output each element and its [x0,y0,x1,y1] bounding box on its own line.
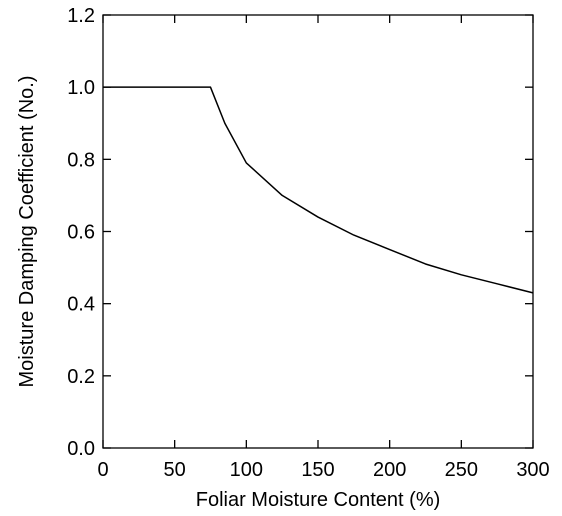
y-axis-ticks: 0.0 0.2 0.4 0.6 0.8 1.0 1.2 [67,5,533,460]
x-axis-ticks: 0 50 100 150 200 250 300 [97,15,550,481]
x-tick-label: 100 [230,459,263,481]
x-tick-label: 300 [516,459,549,481]
y-tick-label: 1.2 [67,5,95,27]
y-tick-label: 0.6 [67,222,95,244]
y-tick-label: 0.0 [67,438,95,460]
x-tick-label: 50 [164,459,186,481]
y-axis-label: Moisture Damping Coefficient (No.) [16,76,38,388]
x-tick-label: 150 [301,459,334,481]
series-line [103,86,534,294]
plot-area-border [102,14,534,449]
y-tick-label: 0.2 [67,366,95,388]
y-tick-label: 1.0 [67,77,95,99]
plot-frame [102,14,534,449]
series-group [103,86,534,294]
x-tick-label: 200 [373,459,406,481]
y-tick-label: 0.8 [67,149,95,171]
y-tick-label: 0.4 [67,294,95,316]
x-tick-label: 250 [445,459,478,481]
x-tick-label: 0 [97,459,108,481]
x-axis-label: Foliar Moisture Content (%) [196,489,441,511]
